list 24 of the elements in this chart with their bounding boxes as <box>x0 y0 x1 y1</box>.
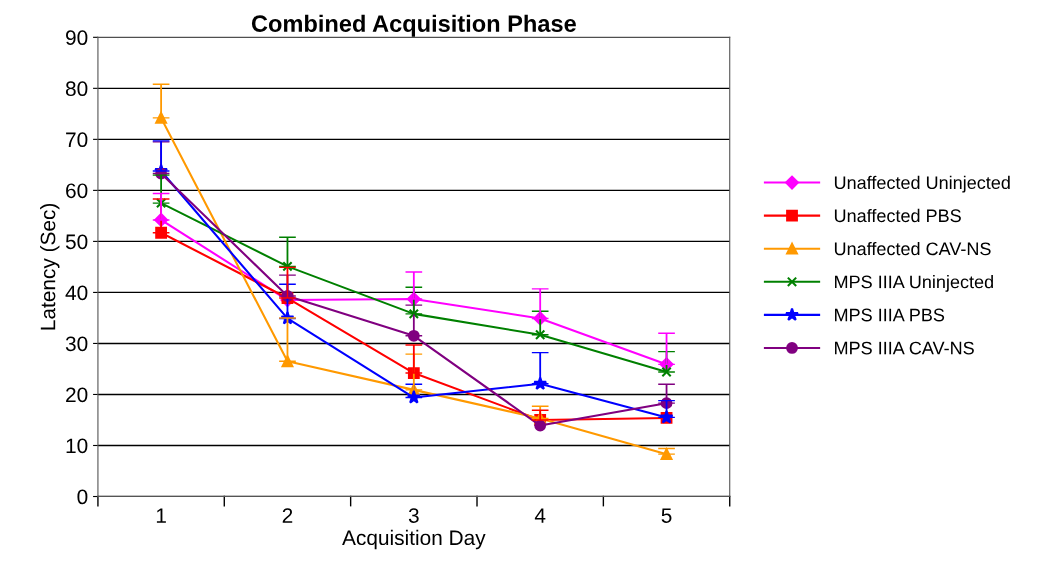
y-tick-label: 40 <box>65 285 88 301</box>
y-tick-label: 90 <box>66 30 88 46</box>
legend-label: Unaffected PBS <box>834 208 961 223</box>
x-tick-label: 4 <box>534 508 546 523</box>
y-tick-label: 60 <box>66 183 88 199</box>
x-tick-label: 5 <box>661 508 672 523</box>
x-axis-title: Acquisition Day <box>342 529 486 550</box>
x-tick-label: 1 <box>156 508 166 523</box>
chart-title: Combined Acquisition Phase <box>251 14 576 37</box>
y-axis-title: Latency (Sec) <box>40 203 60 330</box>
y-tick-label: 70 <box>66 132 88 148</box>
y-tick-label: 0 <box>77 489 88 505</box>
legend-label: MPS IIIA CAV-NS <box>835 341 974 355</box>
y-tick-label: 50 <box>65 234 88 250</box>
x-tick-label: 2 <box>282 508 293 523</box>
legend-label: MPS IIIA PBS <box>835 308 945 322</box>
y-tick-label: 20 <box>66 387 88 403</box>
legend-label: Unaffected Uninjected <box>834 175 1010 193</box>
legend-label: MPS IIIA Uninjected <box>835 275 993 292</box>
x-tick-label: 3 <box>408 508 419 523</box>
y-tick-label: 10 <box>66 438 88 454</box>
y-tick-label: 80 <box>65 81 88 97</box>
legend-label: Unaffected CAV-NS <box>834 241 991 256</box>
y-tick-label: 30 <box>65 336 88 352</box>
